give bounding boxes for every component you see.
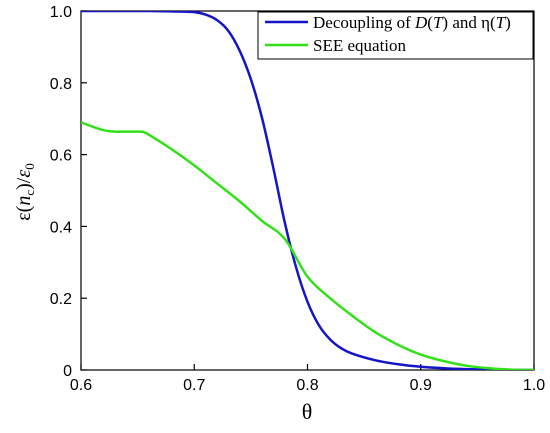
legend: Decoupling of D(T) and η(T) SEE equation <box>257 11 534 60</box>
x-tick-label: 0.7 <box>183 377 205 394</box>
x-tick-label: 0.6 <box>70 377 92 394</box>
x-tick-label: 1.0 <box>523 377 545 394</box>
y-tick-label: 0 <box>63 363 72 380</box>
series-line-decoupling <box>81 11 534 370</box>
y-axis-title: ε(nc)/ε0 <box>13 163 37 220</box>
series-group <box>81 11 534 370</box>
x-tick-label: 0.8 <box>296 377 318 394</box>
y-tick-label: 0.8 <box>50 76 72 93</box>
legend-box <box>257 11 534 60</box>
y-tick-label: 1.0 <box>50 4 72 21</box>
series-line-see <box>81 121 534 370</box>
y-axis-ticks: 0 0.2 0.4 0.6 0.8 1.0 <box>50 4 87 380</box>
x-axis-ticks: 0.6 0.7 0.8 0.9 1.0 <box>70 364 545 394</box>
x-axis-title: θ <box>302 399 313 424</box>
legend-label-decoupling: Decoupling of D(T) and η(T) <box>313 13 511 32</box>
y-tick-label: 0.4 <box>50 219 72 236</box>
y-tick-label: 0.2 <box>50 291 72 308</box>
y-tick-label: 0.6 <box>50 148 72 165</box>
legend-label-see: SEE equation <box>313 36 407 55</box>
plot-frame <box>80 10 535 371</box>
x-tick-label: 0.9 <box>410 377 432 394</box>
